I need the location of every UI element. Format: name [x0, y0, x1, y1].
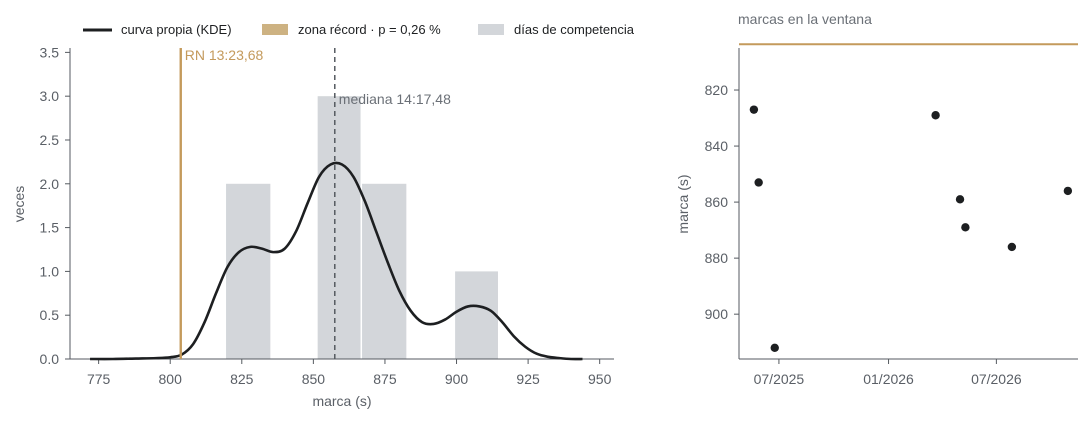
median-label: mediana 14:17,48	[339, 91, 451, 107]
histogram-x-axis-title: marca (s)	[312, 393, 371, 409]
histogram-y-tick-label: 2.0	[40, 176, 60, 192]
histogram-bar-3	[455, 271, 498, 359]
histogram-x-tick-label: 850	[302, 371, 326, 387]
histogram-x-tick-label: 925	[516, 371, 540, 387]
kde-curve	[90, 161, 583, 361]
scatter-x-tick-label: 07/2026	[971, 371, 1022, 387]
legend-record-swatch	[262, 24, 288, 35]
histogram-x-ticks: 775 800 825 850 875 900 925 950	[87, 359, 612, 387]
scatter-panel: marcas en la ventana 820 840 860 880 900 07/…	[675, 11, 1078, 387]
histogram-y-tick-label: 3.5	[40, 44, 60, 60]
histogram-y-tick-label: 0.5	[40, 307, 60, 323]
scatter-y-tick-label: 860	[705, 194, 729, 210]
legend-bars-label: días de competencia	[514, 22, 635, 37]
scatter-y-ticks: 820 840 860 880 900	[705, 82, 739, 322]
scatter-title: marcas en la ventana	[738, 11, 872, 27]
histogram-y-tick-label: 1.0	[40, 263, 60, 279]
histogram-x-tick-label: 900	[445, 371, 469, 387]
scatter-point-4	[955, 195, 965, 204]
scatter-y-tick-label: 840	[705, 138, 729, 154]
histogram-x-tick-label: 825	[230, 371, 254, 387]
histogram-bars	[226, 96, 498, 359]
scatter-point-5	[961, 223, 970, 232]
scatter-x-ticks: 07/2025 01/2026 07/2026	[754, 359, 1022, 387]
histogram-bar-0	[226, 183, 271, 359]
scatter-x-tick-label: 07/2025	[754, 371, 805, 387]
scatter-y-tick-label: 820	[705, 82, 729, 98]
scatter-point-2	[770, 343, 779, 352]
legend-bars-swatch	[478, 24, 504, 35]
scatter-points	[749, 105, 1073, 352]
scatter-y-tick-label: 880	[705, 250, 729, 266]
histogram-x-tick-label: 800	[159, 371, 183, 387]
histogram-y-tick-label: 0.0	[40, 351, 60, 367]
scatter-point-1	[754, 178, 763, 187]
scatter-y-axis-title: marca (s)	[675, 174, 691, 233]
scatter-point-0	[749, 105, 759, 114]
legend: curva propia (KDE) zona récord · p = 0,2…	[83, 22, 635, 37]
histogram-bar-1	[317, 96, 361, 359]
histogram-x-tick-label: 950	[588, 371, 612, 387]
scatter-y-tick-label: 900	[705, 306, 729, 322]
histogram-y-tick-label: 2.5	[40, 132, 60, 148]
histogram-x-tick-label: 875	[373, 371, 397, 387]
scatter-point-7	[1063, 186, 1073, 196]
histogram-y-axis-title: veces	[11, 186, 27, 223]
scatter-point-3	[931, 111, 940, 120]
histogram-y-ticks: 0.0 0.5 1.0 1.5 2.0 2.5 3.0 3.5	[40, 44, 70, 367]
scatter-point-6	[1007, 242, 1017, 252]
histogram-y-tick-label: 3.0	[40, 88, 60, 104]
histogram-panel: 775 800 825 850 875 900 925 950 0.0 0.5 1.0 1.5 2.0…	[11, 44, 614, 409]
legend-record-label: zona récord · p = 0,26 %	[298, 22, 441, 37]
record-label: RN 13:23,68	[185, 47, 264, 63]
scatter-x-tick-label: 01/2026	[863, 371, 914, 387]
histogram-y-tick-label: 1.5	[40, 220, 60, 236]
legend-kde-label: curva propia (KDE)	[121, 22, 232, 37]
histogram-x-tick-label: 775	[87, 371, 111, 387]
